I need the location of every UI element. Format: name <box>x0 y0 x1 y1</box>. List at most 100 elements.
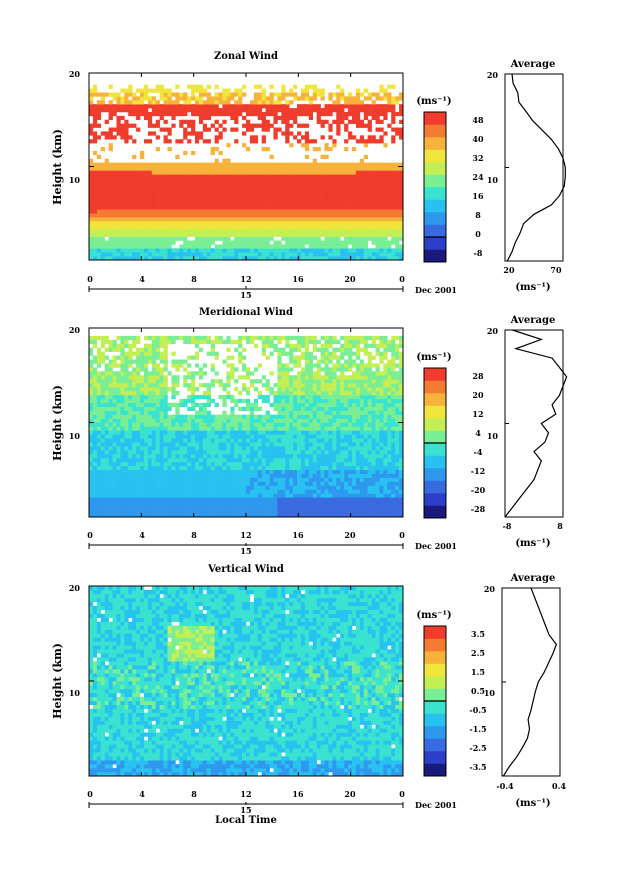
heatmap-cell <box>171 446 176 451</box>
heatmap-cell <box>277 174 282 179</box>
heatmap-cell <box>336 244 341 249</box>
heatmap-cell <box>351 232 357 237</box>
heatmap-cell <box>332 100 337 105</box>
heatmap-cell <box>257 209 262 214</box>
heatmap-cell <box>136 375 141 380</box>
heatmap-cell <box>344 248 349 253</box>
heatmap-cell <box>281 485 286 490</box>
heatmap-cell <box>320 197 325 202</box>
heatmap-cell <box>167 197 172 202</box>
heatmap-cell <box>155 236 160 241</box>
heatmap-cell <box>136 457 141 463</box>
heatmap-cell <box>214 92 219 97</box>
heatmap-cell <box>246 489 251 494</box>
heatmap-cell <box>120 426 125 431</box>
heatmap-cell <box>246 335 251 341</box>
heatmap-cell <box>179 418 184 423</box>
heatmap-cell <box>108 147 113 152</box>
heatmap-cell <box>246 398 251 404</box>
heatmap-cell <box>257 454 262 459</box>
heatmap-cell <box>246 119 251 124</box>
heatmap-cell <box>257 182 262 187</box>
heatmap-cell <box>269 422 274 427</box>
heatmap-cell <box>171 469 176 474</box>
heatmap-cell <box>143 450 149 455</box>
heatmap-cell <box>218 481 223 486</box>
heatmap-cell <box>132 457 137 463</box>
heatmap-cell <box>230 485 235 490</box>
heatmap-cell <box>230 201 235 206</box>
heatmap-cell <box>308 221 314 226</box>
heatmap-cell <box>297 414 302 419</box>
heatmap-cell <box>104 414 109 419</box>
heatmap-cell <box>226 228 231 234</box>
heatmap-cell <box>387 244 392 249</box>
heatmap-cell <box>304 213 310 218</box>
heatmap-cell <box>143 170 149 175</box>
heatmap-cell <box>391 111 396 117</box>
heatmap-cell <box>340 248 345 253</box>
heatmap-cell <box>214 197 219 202</box>
heatmap-cell <box>104 213 109 218</box>
heatmap-cell <box>297 461 302 467</box>
heatmap-cell <box>242 123 247 128</box>
heatmap-cell <box>246 497 251 502</box>
heatmap-cell <box>336 162 341 167</box>
heatmap-cell <box>218 339 223 345</box>
heatmap-cell <box>293 189 298 195</box>
heatmap-cell <box>104 422 109 427</box>
heatmap-cell <box>269 178 274 183</box>
heatmap-cell <box>175 509 180 514</box>
heatmap-cell <box>234 182 239 187</box>
heatmap-cell <box>293 119 298 124</box>
heatmap-cell <box>316 252 321 257</box>
heatmap-cell <box>183 197 188 202</box>
heatmap-cell <box>226 170 231 175</box>
heatmap-cell <box>222 446 227 451</box>
heatmap-cell <box>214 108 219 113</box>
heatmap-cell <box>351 228 357 234</box>
heatmap-cell <box>143 398 149 404</box>
heatmap-cell <box>249 489 255 494</box>
heatmap-cell <box>261 426 266 431</box>
heatmap-cell <box>167 457 172 463</box>
heatmap-cell <box>351 115 357 121</box>
heatmap-cell <box>147 115 153 121</box>
heatmap-cell <box>289 209 294 214</box>
heatmap-cell <box>140 410 145 415</box>
heatmap-cell <box>132 509 137 514</box>
heatmap-cell <box>289 509 294 514</box>
heatmap-cell <box>214 127 219 132</box>
heatmap-cell <box>194 410 200 415</box>
heatmap-cell <box>265 213 270 218</box>
heatmap-cell <box>226 485 231 490</box>
heatmap-cell <box>128 343 133 348</box>
heatmap-cell <box>104 398 109 404</box>
heatmap-cell <box>120 383 125 388</box>
heatmap-cell <box>140 414 145 419</box>
colorbar-tick-label: 16 <box>472 191 484 201</box>
heatmap-cell <box>367 162 372 167</box>
heatmap-cell <box>210 493 215 498</box>
heatmap-cell <box>116 197 121 202</box>
heatmap-cell <box>297 473 302 478</box>
heatmap-cell <box>198 119 204 124</box>
heatmap-cell <box>116 509 121 514</box>
heatmap-cell <box>128 228 133 234</box>
heatmap-cell <box>399 127 404 132</box>
heatmap-cell <box>324 221 329 226</box>
heatmap-cell <box>187 201 192 206</box>
heatmap-cell <box>293 414 298 419</box>
heatmap-cell <box>399 131 404 136</box>
heatmap-cell <box>269 111 274 117</box>
heatmap-cell <box>143 248 149 253</box>
heatmap-cell <box>128 232 133 237</box>
heatmap-cell <box>285 224 290 230</box>
heatmap-cell <box>340 185 345 191</box>
heatmap-cell <box>96 442 102 447</box>
heatmap-cell <box>230 505 235 510</box>
heatmap-cell <box>108 489 113 494</box>
heatmap-cell <box>265 383 270 388</box>
heatmap-cell <box>210 363 215 368</box>
heatmap-cell <box>140 391 145 396</box>
